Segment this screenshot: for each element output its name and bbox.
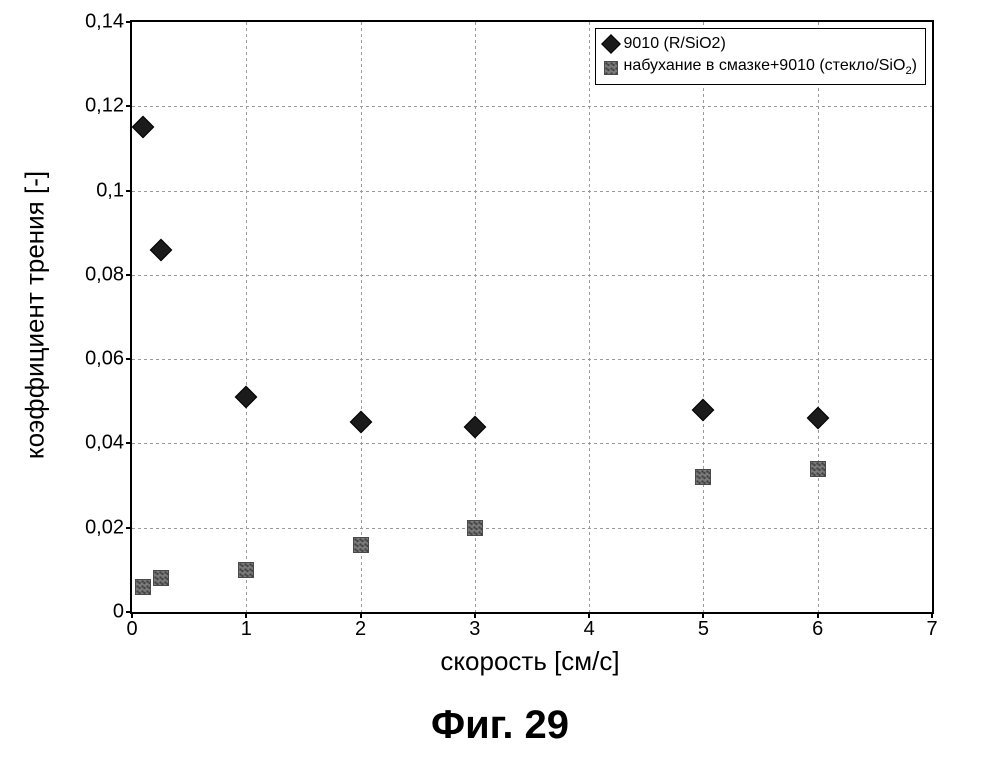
- gridline-v: [246, 22, 247, 612]
- ytick-mark: [126, 190, 132, 192]
- gridline-h: [132, 359, 932, 360]
- square-marker-icon: [695, 469, 711, 485]
- square-marker-icon: [353, 537, 369, 553]
- xtick-label: 2: [355, 618, 366, 641]
- ytick-mark: [126, 442, 132, 444]
- legend-item-label: 9010 (R/SiO2): [624, 33, 726, 55]
- gridline-h: [132, 275, 932, 276]
- diamond-marker-icon: [149, 238, 172, 261]
- square-marker-icon: [604, 61, 618, 75]
- ytick-label: 0,04: [85, 432, 124, 455]
- ytick-mark: [126, 274, 132, 276]
- gridline-v: [589, 22, 590, 612]
- y-axis-label: коэффициент трения [-]: [20, 171, 51, 459]
- gridline-v: [703, 22, 704, 612]
- diamond-marker-icon: [692, 398, 715, 421]
- ytick-label: 0: [113, 601, 124, 624]
- figure-caption: Фиг. 29: [0, 703, 1000, 748]
- xtick-label: 1: [241, 618, 252, 641]
- xtick-label: 4: [584, 618, 595, 641]
- legend-item: набухание в смазке+9010 (стекло/SiO2): [604, 55, 918, 80]
- square-marker-icon: [135, 579, 151, 595]
- plot-area: 00,020,040,060,080,10,120,14012345679010…: [130, 20, 934, 614]
- xtick-label: 0: [126, 618, 137, 641]
- square-marker-icon: [238, 562, 254, 578]
- ytick-label: 0,02: [85, 516, 124, 539]
- xtick-label: 7: [926, 618, 937, 641]
- legend-item-label: набухание в смазке+9010 (стекло/SiO2): [624, 55, 918, 80]
- gridline-h: [132, 443, 932, 444]
- ytick-label: 0,1: [96, 179, 124, 202]
- diamond-marker-icon: [806, 407, 829, 430]
- gridline-h: [132, 528, 932, 529]
- ytick-label: 0,14: [85, 11, 124, 34]
- ytick-label: 0,08: [85, 263, 124, 286]
- ytick-mark: [126, 21, 132, 23]
- diamond-marker-icon: [349, 411, 372, 434]
- square-marker-icon: [810, 461, 826, 477]
- ytick-mark: [126, 105, 132, 107]
- xtick-label: 5: [698, 618, 709, 641]
- xtick-label: 3: [469, 618, 480, 641]
- diamond-marker-icon: [132, 116, 155, 139]
- ytick-mark: [126, 527, 132, 529]
- square-marker-icon: [153, 570, 169, 586]
- ytick-mark: [126, 358, 132, 360]
- gridline-v: [361, 22, 362, 612]
- gridline-v: [818, 22, 819, 612]
- diamond-marker-icon: [235, 386, 258, 409]
- gridline-h: [132, 106, 932, 107]
- diamond-marker-icon: [601, 34, 621, 54]
- xtick-label: 6: [812, 618, 823, 641]
- ytick-label: 0,12: [85, 95, 124, 118]
- diamond-marker-icon: [464, 415, 487, 438]
- square-marker-icon: [467, 520, 483, 536]
- legend-item: 9010 (R/SiO2): [604, 33, 918, 55]
- legend: 9010 (R/SiO2)набухание в смазке+9010 (ст…: [595, 28, 927, 85]
- gridline-h: [132, 191, 932, 192]
- ytick-label: 0,06: [85, 348, 124, 371]
